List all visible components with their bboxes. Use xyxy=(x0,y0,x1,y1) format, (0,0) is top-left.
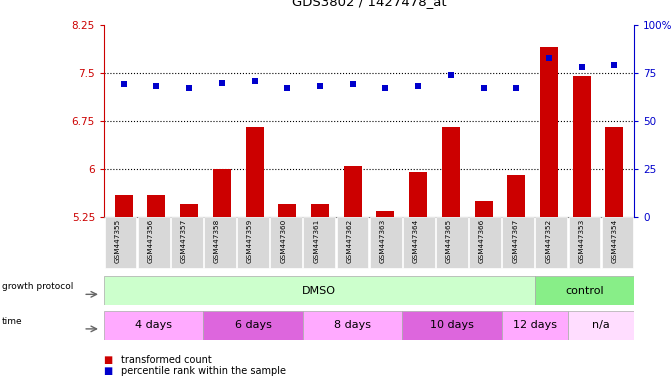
Text: GSM447353: GSM447353 xyxy=(578,218,584,263)
Point xyxy=(576,64,587,70)
Bar xyxy=(376,210,395,217)
Text: 6 days: 6 days xyxy=(235,320,272,331)
Bar xyxy=(180,204,198,217)
Bar xyxy=(303,311,402,340)
Text: GSM447365: GSM447365 xyxy=(446,218,452,263)
Bar xyxy=(344,166,362,217)
Text: ■: ■ xyxy=(104,366,116,376)
Bar xyxy=(573,76,590,217)
Point xyxy=(511,85,521,91)
Bar xyxy=(442,127,460,217)
Bar xyxy=(104,311,203,340)
Text: GSM447364: GSM447364 xyxy=(413,218,419,263)
Bar xyxy=(402,311,501,340)
Bar xyxy=(278,204,296,217)
Text: GSM447355: GSM447355 xyxy=(115,218,121,263)
Text: GSM447366: GSM447366 xyxy=(479,218,485,263)
Text: GSM447360: GSM447360 xyxy=(280,218,287,263)
Text: GSM447367: GSM447367 xyxy=(512,218,518,263)
Text: GDS3802 / 1427478_at: GDS3802 / 1427478_at xyxy=(292,0,446,8)
Text: GSM447358: GSM447358 xyxy=(214,218,220,263)
Bar xyxy=(474,201,493,217)
Bar xyxy=(501,311,568,340)
Point xyxy=(184,85,195,91)
Text: 12 days: 12 days xyxy=(513,320,557,331)
Point xyxy=(118,81,129,88)
Bar xyxy=(104,276,535,305)
Text: 4 days: 4 days xyxy=(135,320,172,331)
Point xyxy=(413,83,423,89)
Text: GSM447359: GSM447359 xyxy=(247,218,253,263)
Bar xyxy=(115,195,133,217)
Point xyxy=(609,62,620,68)
Bar xyxy=(605,127,623,217)
Text: GSM447357: GSM447357 xyxy=(180,218,187,263)
Bar xyxy=(409,172,427,217)
Text: GSM447363: GSM447363 xyxy=(380,218,386,263)
Point xyxy=(151,83,162,89)
Point xyxy=(544,55,554,61)
Text: GSM447362: GSM447362 xyxy=(346,218,352,263)
Text: ■: ■ xyxy=(104,355,116,365)
Point xyxy=(282,85,293,91)
Point xyxy=(446,72,456,78)
Bar xyxy=(148,195,165,217)
Text: 8 days: 8 days xyxy=(334,320,371,331)
Bar xyxy=(535,276,634,305)
Bar xyxy=(311,204,329,217)
Text: GSM447361: GSM447361 xyxy=(313,218,319,263)
Point xyxy=(315,83,325,89)
Text: GSM447354: GSM447354 xyxy=(611,218,617,263)
Point xyxy=(348,81,358,88)
Text: GSM447356: GSM447356 xyxy=(148,218,154,263)
Bar xyxy=(246,127,264,217)
Bar xyxy=(507,175,525,217)
Text: control: control xyxy=(565,286,604,296)
Bar xyxy=(203,311,303,340)
Text: growth protocol: growth protocol xyxy=(2,282,73,291)
Text: 10 days: 10 days xyxy=(430,320,474,331)
Point xyxy=(380,85,391,91)
Text: transformed count: transformed count xyxy=(121,355,211,365)
Point xyxy=(249,78,260,84)
Bar xyxy=(213,169,231,217)
Text: DMSO: DMSO xyxy=(303,286,336,296)
Text: time: time xyxy=(2,317,23,326)
Point xyxy=(217,79,227,86)
Text: n/a: n/a xyxy=(592,320,610,331)
Bar xyxy=(540,47,558,217)
Text: GSM447352: GSM447352 xyxy=(546,218,552,263)
Point xyxy=(478,85,489,91)
Text: percentile rank within the sample: percentile rank within the sample xyxy=(121,366,286,376)
Bar xyxy=(568,311,634,340)
